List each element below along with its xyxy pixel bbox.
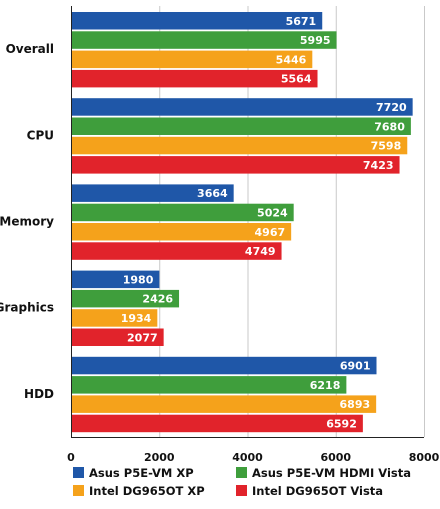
bar-value-label: 5564 [281, 73, 312, 86]
x-tick-label: 4000 [232, 451, 263, 464]
legend-label: Intel DG965OT XP [89, 484, 205, 498]
x-tick-label: 6000 [320, 451, 351, 464]
bar-value-label: 2077 [127, 331, 158, 344]
legend-swatch [236, 485, 247, 496]
bar [72, 356, 377, 375]
bar-value-label: 7423 [363, 159, 394, 172]
bar [72, 289, 180, 308]
x-axis: 0 2000 4000 6000 8000 [67, 437, 440, 464]
category-label: CPU [27, 128, 54, 142]
legend-label: Asus P5E-VM HDMI Vista [252, 466, 411, 480]
bar [72, 376, 347, 394]
x-tick-label: 0 [67, 451, 75, 464]
legend-swatch [73, 485, 84, 496]
bar-value-label: 7598 [371, 140, 402, 153]
category-label: Memory [0, 215, 54, 229]
bar-value-label: 5446 [276, 53, 307, 66]
bars: 5671 5995 5446 5564 7720 7680 7598 7423 3664 5024… [72, 12, 413, 433]
legend-swatch [73, 467, 84, 478]
bar [72, 328, 164, 346]
bar [72, 117, 411, 135]
bar [72, 203, 294, 222]
bar-value-label: 7680 [374, 120, 405, 133]
category-label: HDD [24, 387, 54, 401]
legend-swatch [236, 467, 247, 478]
legend-label: Intel DG965OT Vista [252, 484, 383, 498]
legend: Asus P5E-VM XP Asus P5E-VM HDMI Vista Inte… [73, 466, 411, 498]
bar-value-label: 4967 [255, 226, 286, 239]
bar [72, 156, 400, 174]
bar [72, 136, 408, 155]
bar [72, 270, 160, 289]
category-label: Graphics [0, 301, 54, 315]
bar [72, 31, 337, 49]
bar-value-label: 7720 [376, 101, 407, 114]
bar-value-label: 6592 [326, 417, 357, 430]
bar [72, 414, 363, 433]
bar [72, 98, 413, 116]
bar-value-label: 5995 [300, 34, 331, 47]
bar-value-label: 6218 [310, 379, 341, 392]
x-tick-label: 2000 [144, 451, 175, 464]
bar [72, 242, 282, 260]
legend-label: Asus P5E-VM XP [89, 466, 194, 480]
bar-value-label: 1934 [121, 312, 152, 325]
category-labels: Overall CPU Memory Graphics HDD [0, 42, 54, 401]
bar [72, 395, 377, 413]
bar-value-label: 4749 [245, 245, 276, 258]
bar-value-label: 2426 [142, 293, 173, 306]
category-label: Overall [6, 42, 54, 56]
bar-value-label: 1980 [123, 273, 154, 286]
bar [72, 50, 313, 69]
x-tick-label: 8000 [409, 451, 440, 464]
bar [72, 184, 234, 202]
bar [72, 69, 318, 88]
bar-value-label: 5671 [286, 15, 317, 28]
bar-value-label: 6893 [340, 398, 371, 411]
bar-value-label: 5024 [257, 206, 288, 219]
bar [72, 223, 292, 241]
bar-value-label: 3664 [197, 187, 228, 200]
bar [72, 12, 323, 30]
bar [72, 309, 158, 327]
bar-value-label: 6901 [340, 360, 371, 373]
